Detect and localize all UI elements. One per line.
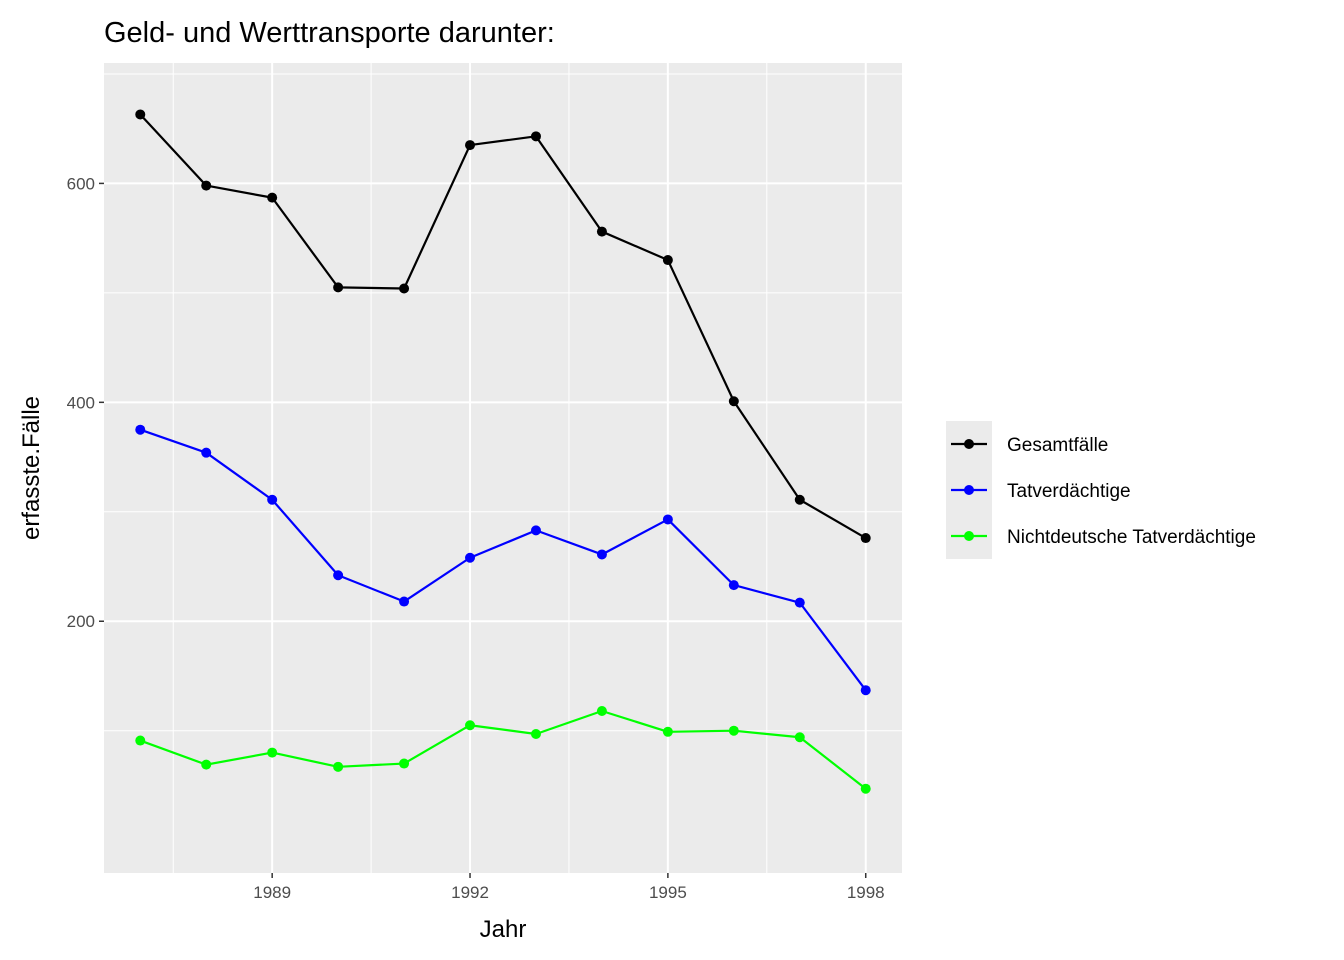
data-point — [267, 192, 278, 203]
plot-panel — [104, 63, 902, 873]
legend-key-point — [964, 485, 974, 495]
y-axis-title: erfasste.Fälle — [18, 396, 45, 540]
data-point — [794, 597, 805, 608]
legend: Gesamtfälle Tatverdächtige Nichtdeutsche T… — [946, 421, 1256, 559]
data-point — [333, 282, 344, 293]
data-point — [333, 761, 344, 772]
data-point — [201, 759, 212, 770]
legend-key-point — [964, 439, 974, 449]
data-point — [399, 758, 410, 769]
data-point — [267, 494, 278, 505]
legend-label: Gesamtfälle — [1007, 435, 1108, 456]
data-point — [596, 549, 607, 560]
data-point — [135, 735, 146, 746]
x-tick-label: 1995 — [649, 883, 687, 902]
data-point — [596, 226, 607, 237]
data-point — [465, 140, 476, 151]
chart-title: Geld- und Werttransporte darunter: — [104, 17, 555, 49]
legend-key-point — [964, 531, 974, 541]
y-tick-label: 400 — [67, 393, 95, 412]
y-tick-label: 200 — [67, 612, 95, 631]
data-point — [860, 685, 871, 696]
y-axis: 200 400 600 — [67, 174, 104, 631]
data-point — [662, 726, 673, 737]
data-point — [728, 580, 739, 591]
minor-gridlines — [104, 63, 902, 873]
x-tick-label: 1998 — [847, 883, 885, 902]
data-point — [399, 283, 410, 294]
x-axis: 1989 1992 1995 1998 — [253, 873, 885, 902]
data-point — [135, 424, 146, 435]
legend-label: Tatverdächtige — [1007, 481, 1131, 502]
series-line-2 — [139, 709, 867, 790]
legend-label: Nichtdeutsche Tatverdächtige — [1007, 527, 1256, 548]
data-point — [201, 180, 212, 191]
data-point — [530, 728, 541, 739]
data-point — [135, 109, 146, 120]
data-point — [662, 514, 673, 525]
data-point — [333, 570, 344, 581]
data-point — [530, 525, 541, 536]
data-point — [596, 706, 607, 716]
data-point — [399, 596, 410, 607]
data-point — [530, 131, 541, 142]
data-point — [465, 552, 476, 563]
data-point — [267, 747, 278, 758]
x-tick-label: 1992 — [451, 883, 489, 902]
data-point — [728, 725, 739, 736]
data-point — [662, 255, 673, 266]
series-line-1 — [139, 428, 867, 691]
data-point — [794, 494, 805, 505]
x-tick-label: 1989 — [253, 883, 291, 902]
y-tick-label: 600 — [67, 174, 95, 193]
data-point — [465, 720, 476, 731]
x-axis-title: Jahr — [480, 916, 527, 943]
data-point — [860, 533, 871, 544]
series-points — [135, 109, 871, 794]
series-lines — [139, 113, 867, 790]
data-point — [201, 447, 212, 458]
data-point — [860, 783, 871, 794]
data-point — [728, 396, 739, 407]
series-line-0 — [139, 113, 867, 540]
data-point — [794, 732, 805, 743]
